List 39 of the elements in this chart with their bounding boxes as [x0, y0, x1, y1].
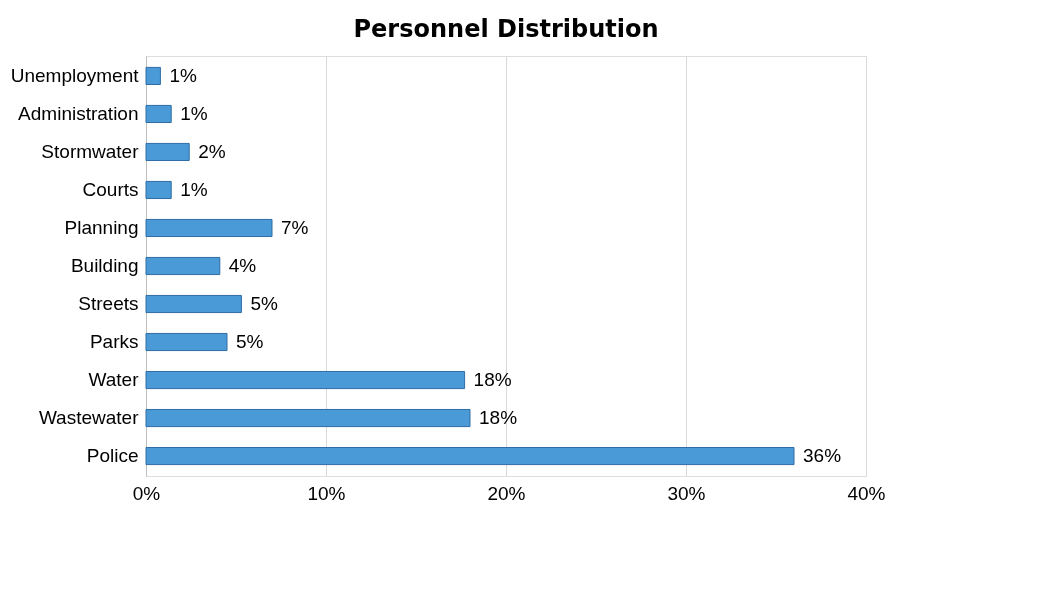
x-tick-label: 20% — [487, 482, 526, 504]
data-label: 1% — [169, 64, 197, 86]
data-label: 1% — [180, 178, 208, 200]
bar — [145, 294, 242, 314]
data-label: 7% — [281, 216, 309, 238]
data-label: 2% — [198, 140, 226, 162]
data-label: 4% — [228, 255, 257, 276]
data-label: 36% — [803, 445, 842, 467]
bar — [145, 256, 221, 276]
x-tick-label: 10% — [307, 482, 346, 504]
x-tick-label: 40% — [847, 482, 886, 504]
bar — [145, 446, 795, 466]
x-tick-label: 0% — [132, 482, 161, 504]
x-tick-label: 30% — [667, 482, 706, 504]
y-tick-label: Streets — [78, 293, 139, 315]
data-label: 5% — [250, 293, 278, 315]
bar — [145, 218, 273, 238]
bar — [145, 66, 161, 86]
y-tick-label: Stormwater — [41, 140, 140, 162]
y-tick-label: Police — [86, 445, 139, 467]
bar — [145, 370, 466, 390]
chart-title: Personnel Distribution — [353, 15, 659, 43]
data-label: 5% — [236, 331, 264, 353]
data-label: 1% — [180, 102, 208, 124]
y-tick-label: Parks — [89, 331, 139, 353]
bar — [145, 104, 172, 124]
bar — [145, 332, 228, 352]
y-tick-label: Courts — [82, 178, 139, 200]
bar — [145, 180, 172, 200]
bar — [145, 142, 190, 162]
y-tick-label: Wastewater — [38, 407, 140, 429]
y-tick-label: Building — [70, 255, 139, 276]
data-label: 18% — [473, 369, 512, 391]
y-tick-label: Planning — [64, 216, 139, 238]
bar — [145, 408, 471, 428]
y-tick-label: Unemployment — [10, 64, 140, 86]
y-tick-label: Administration — [18, 102, 139, 124]
data-label: 18% — [479, 407, 518, 429]
y-tick-label: Water — [88, 369, 140, 391]
